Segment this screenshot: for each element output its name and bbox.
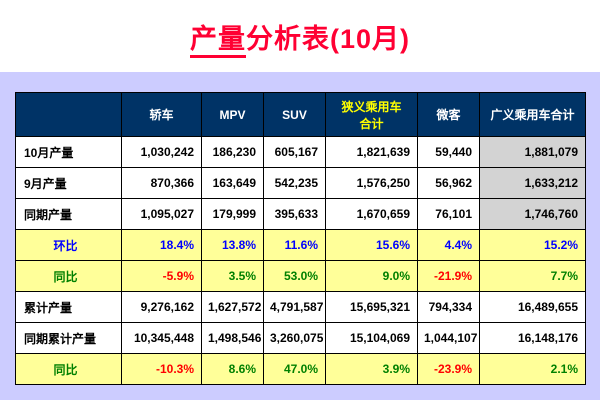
- table-cell: 3.9%: [325, 353, 418, 385]
- row-label: 环比: [15, 229, 122, 261]
- table-cell: 18.4%: [121, 229, 202, 261]
- table-cell: 15,695,321: [325, 291, 418, 323]
- table-cell: 10,345,448: [121, 322, 202, 354]
- table-cell: 16,148,176: [479, 322, 586, 354]
- table-cell: -5.9%: [121, 260, 202, 292]
- table-cell: 56,962: [417, 167, 480, 199]
- table-cell: 1,670,659: [325, 198, 418, 230]
- table-cell: 1,044,107: [417, 322, 480, 354]
- table-cell: 1,095,027: [121, 198, 202, 230]
- table-cell: 76,101: [417, 198, 480, 230]
- column-header: 微客: [417, 92, 480, 137]
- table-cell: 11.6%: [263, 229, 326, 261]
- table-cell: 542,235: [263, 167, 326, 199]
- table-row: 9月产量 870,366 163,649 542,235 1,576,250 56,962…: [15, 167, 586, 199]
- slide-title-bar: 产量分析表(10月): [0, 0, 600, 72]
- table-row: 同期累计产量 10,345,448 1,498,546 3,260,075 15,104…: [15, 322, 586, 354]
- table-cell: 1,821,639: [325, 136, 418, 168]
- table-cell: 1,633,212: [479, 167, 586, 199]
- table-cell: 16,489,655: [479, 291, 586, 323]
- table-cell: 4.4%: [417, 229, 480, 261]
- production-table: 轿车 MPV SUV 狭义乘用车 合计 微客 广义乘用车合计 10月产量 1,030,242…: [15, 92, 586, 385]
- table-header-row: 轿车 MPV SUV 狭义乘用车 合计 微客 广义乘用车合计: [15, 92, 586, 137]
- row-label: 同期累计产量: [15, 322, 122, 354]
- table-cell: 1,627,572: [201, 291, 264, 323]
- table-cell: 395,633: [263, 198, 326, 230]
- column-header: 狭义乘用车 合计: [325, 92, 418, 137]
- row-label: 同比: [15, 260, 122, 292]
- page-title: 产量分析表(10月): [189, 17, 410, 58]
- row-label: 9月产量: [15, 167, 122, 199]
- table-container: 轿车 MPV SUV 狭义乘用车 合计 微客 广义乘用车合计 10月产量 1,030,242…: [15, 92, 586, 385]
- table-cell: 1,881,079: [479, 136, 586, 168]
- table-cell: 4,791,587: [263, 291, 326, 323]
- table-row: 10月产量 1,030,242 186,230 605,167 1,821,639 59,…: [15, 136, 586, 168]
- table-cell: 15,104,069: [325, 322, 418, 354]
- table-row: 同比 -10.3% 8.6% 47.0% 3.9% -23.9% 2.1%: [15, 353, 586, 385]
- table-cell: 47.0%: [263, 353, 326, 385]
- table-cell: -23.9%: [417, 353, 480, 385]
- table-cell: 7.7%: [479, 260, 586, 292]
- row-label: 10月产量: [15, 136, 122, 168]
- table-cell: 163,649: [201, 167, 264, 199]
- row-label: 同期产量: [15, 198, 122, 230]
- table-cell: 8.6%: [201, 353, 264, 385]
- column-header: [15, 92, 122, 137]
- table-cell: 870,366: [121, 167, 202, 199]
- table-cell: 1,576,250: [325, 167, 418, 199]
- table-cell: -10.3%: [121, 353, 202, 385]
- table-row: 同比 -5.9% 3.5% 53.0% 9.0% -21.9% 7.7%: [15, 260, 586, 292]
- row-label: 累计产量: [15, 291, 122, 323]
- column-header: MPV: [201, 92, 264, 137]
- column-header: 广义乘用车合计: [479, 92, 586, 137]
- table-cell: 1,030,242: [121, 136, 202, 168]
- table-cell: 15.2%: [479, 229, 586, 261]
- table-cell: 13.8%: [201, 229, 264, 261]
- table-cell: 15.6%: [325, 229, 418, 261]
- table-row: 环比 18.4% 13.8% 11.6% 15.6% 4.4% 15.2%: [15, 229, 586, 261]
- row-label: 同比: [15, 353, 122, 385]
- table-cell: 59,440: [417, 136, 480, 168]
- column-header: 轿车: [121, 92, 202, 137]
- table-row: 累计产量 9,276,162 1,627,572 4,791,587 15,695,32…: [15, 291, 586, 323]
- table-cell: 186,230: [201, 136, 264, 168]
- table-cell: 3,260,075: [263, 322, 326, 354]
- title-rest-part: 分析表(10月): [245, 23, 410, 54]
- title-underlined-part: 产量: [189, 23, 246, 58]
- table-row: 同期产量 1,095,027 179,999 395,633 1,670,659 76,1…: [15, 198, 586, 230]
- table-cell: 3.5%: [201, 260, 264, 292]
- table-cell: 2.1%: [479, 353, 586, 385]
- table-cell: 1,498,546: [201, 322, 264, 354]
- table-cell: 53.0%: [263, 260, 326, 292]
- table-cell: 1,746,760: [479, 198, 586, 230]
- table-cell: 605,167: [263, 136, 326, 168]
- table-cell: 9.0%: [325, 260, 418, 292]
- table-cell: 9,276,162: [121, 291, 202, 323]
- column-header: SUV: [263, 92, 326, 137]
- table-cell: 179,999: [201, 198, 264, 230]
- table-cell: 794,334: [417, 291, 480, 323]
- table-cell: -21.9%: [417, 260, 480, 292]
